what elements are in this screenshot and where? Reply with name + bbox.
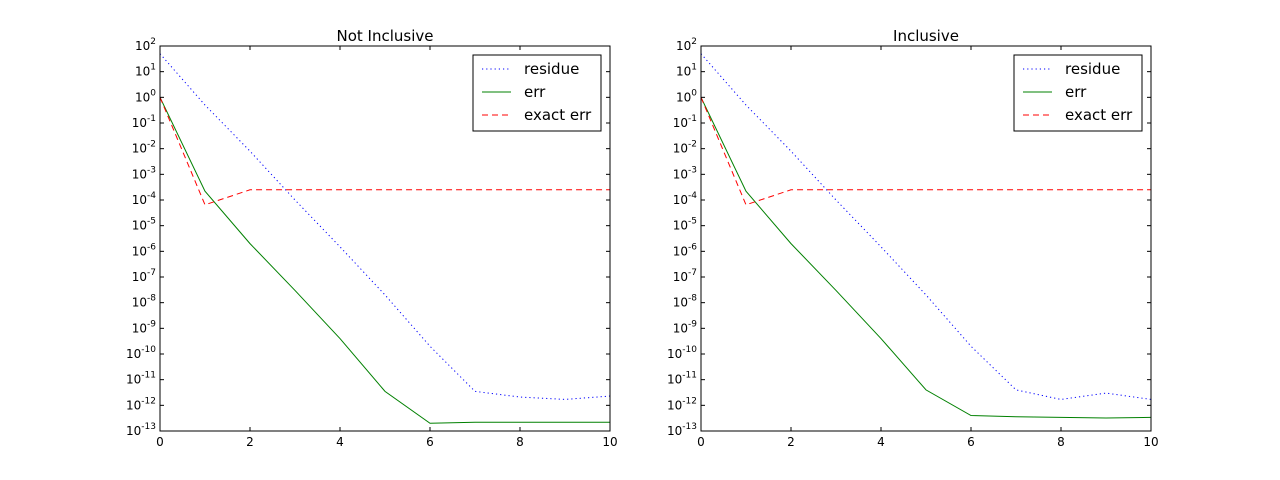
plot-frame [700, 45, 1152, 432]
y-tick-label: 10-11 [667, 371, 697, 387]
legend-label: residue [524, 60, 579, 78]
y-tick-label: 100 [135, 88, 156, 104]
x-tick-label: 4 [877, 435, 885, 449]
x-tick-label: 2 [246, 435, 254, 449]
y-tick-label: 10-1 [132, 114, 156, 130]
y-tick-label: 10-8 [673, 294, 698, 310]
chart-inclusive: Inclusive 0 2 4 6 8 10 102 101 100 10-1 10-2 10-3 10-… [667, 27, 1159, 449]
x-tick-label: 10 [1143, 435, 1158, 449]
legend-label: err [524, 83, 546, 101]
y-tick-label: 10-9 [673, 319, 698, 335]
series-line-err [160, 97, 610, 424]
x-tick-label: 6 [967, 435, 975, 449]
y-tick-label: 10-5 [673, 217, 697, 233]
x-tick-label: 2 [787, 435, 795, 449]
y-tick-label: 10-13 [126, 422, 156, 438]
y-tick-label: 10-2 [132, 140, 156, 156]
legend: residue err exact err [472, 54, 602, 132]
y-tick-label: 101 [676, 63, 697, 79]
legend-label: exact err [1065, 106, 1133, 124]
y-tick-label: 10-5 [132, 217, 156, 233]
y-tick-label: 10-2 [673, 140, 697, 156]
y-tick-label: 10-11 [126, 371, 156, 387]
y-tick-label: 10-9 [132, 319, 157, 335]
legend-label: residue [1065, 60, 1120, 78]
y-tick-label: 10-12 [667, 396, 697, 412]
y-tick-label: 10-10 [667, 345, 697, 361]
y-tick-label: 10-6 [132, 242, 157, 258]
y-tick-label: 10-3 [132, 165, 156, 181]
legend-label: err [1065, 83, 1087, 101]
y-tick-label: 102 [135, 37, 156, 53]
y-tick-label: 100 [676, 88, 697, 104]
legend-label: exact err [524, 106, 592, 124]
chart-title: Not Inclusive [337, 27, 434, 45]
y-tick-label: 102 [676, 37, 697, 53]
x-tick-label: 0 [156, 435, 164, 449]
y-tick-label: 10-12 [126, 396, 156, 412]
x-tick-label: 6 [426, 435, 434, 449]
x-tick-label: 8 [1057, 435, 1065, 449]
x-tick-label: 10 [602, 435, 617, 449]
y-tick-label: 10-3 [673, 165, 697, 181]
y-tick-label: 10-4 [673, 191, 698, 207]
y-tick-label: 10-10 [126, 345, 156, 361]
series-group [160, 53, 610, 424]
y-tick-label: 10-7 [673, 268, 697, 284]
y-tick-label: 10-13 [667, 422, 697, 438]
x-tick-label: 8 [516, 435, 524, 449]
y-tick-label: 10-8 [132, 294, 157, 310]
x-tick-label: 4 [336, 435, 344, 449]
legend-box [1013, 54, 1143, 132]
series-line-residue [701, 53, 1151, 400]
y-tick-label: 10-1 [673, 114, 697, 130]
y-tick-label: 10-6 [673, 242, 698, 258]
series-group [701, 53, 1151, 419]
series-line-err [701, 97, 1151, 419]
y-tick-label: 101 [135, 63, 156, 79]
y-tick-label: 10-7 [132, 268, 156, 284]
legend: residue err exact err [1013, 54, 1143, 132]
y-tick-label: 10-4 [132, 191, 157, 207]
chart-not-inclusive: Not Inclusive 0 2 4 6 8 10 102 101 100 10-1 10-2 10-… [126, 27, 618, 449]
plot-frame [159, 45, 611, 432]
chart-title: Inclusive [893, 27, 959, 45]
x-tick-label: 0 [697, 435, 705, 449]
legend-box [472, 54, 602, 132]
